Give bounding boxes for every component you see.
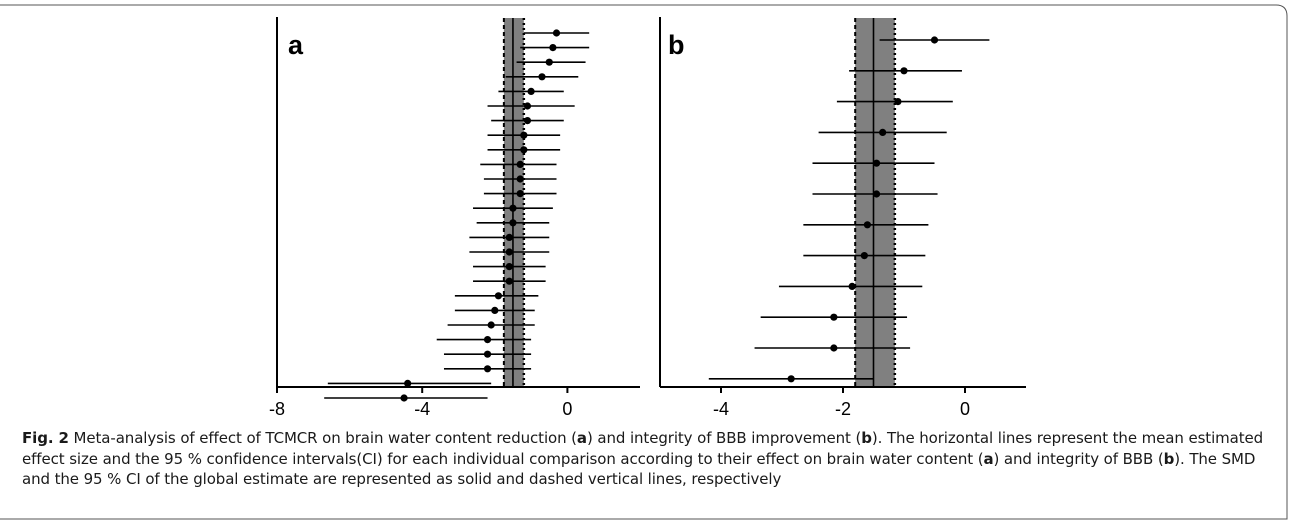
study-point bbox=[516, 160, 524, 168]
study-point bbox=[787, 375, 795, 383]
study-point bbox=[491, 306, 499, 314]
study-point bbox=[523, 117, 532, 125]
x-tick-label: 0 bbox=[562, 399, 572, 419]
study-point bbox=[505, 248, 513, 256]
study-point bbox=[549, 44, 557, 52]
study-point bbox=[483, 365, 492, 373]
study-point bbox=[900, 67, 908, 75]
study-point bbox=[830, 344, 838, 352]
study-point bbox=[523, 102, 532, 110]
caption-text-4: ) and integrity of BBB ( bbox=[993, 449, 1164, 468]
study-point bbox=[520, 146, 528, 154]
study-point bbox=[552, 29, 561, 37]
study-point bbox=[509, 219, 517, 227]
study-point bbox=[505, 263, 513, 271]
caption-ref-a2: a bbox=[983, 449, 994, 468]
study-point bbox=[879, 128, 887, 136]
study-point bbox=[520, 131, 528, 139]
study-point bbox=[894, 98, 902, 106]
caption-ref-a1: a bbox=[576, 429, 587, 447]
study-point bbox=[487, 321, 495, 329]
global-ci-band bbox=[855, 18, 895, 387]
study-point bbox=[509, 204, 517, 212]
study-point bbox=[930, 36, 939, 44]
panel-label: b bbox=[668, 30, 685, 60]
caption-text-1: Meta-analysis of effect of TCMCR on brai… bbox=[68, 429, 577, 447]
study-point bbox=[860, 252, 868, 260]
study-point bbox=[545, 58, 553, 66]
panel-b: -4 -2 0 b bbox=[659, 17, 1026, 419]
figure-border bbox=[0, 4, 1288, 520]
study-point bbox=[494, 292, 503, 300]
caption-text-2: ) and integrity of BBB improvement ( bbox=[586, 429, 862, 447]
caption-text-5: ). The SMD and the 95 % CI of the global… bbox=[22, 449, 1256, 489]
x-tick-label: -8 bbox=[269, 399, 285, 419]
study-point bbox=[516, 190, 524, 198]
study-point bbox=[872, 190, 881, 198]
global-ci-band bbox=[503, 18, 524, 387]
caption-ref-b1: b bbox=[861, 429, 872, 447]
x-tick-label: -2 bbox=[835, 399, 851, 419]
study-point bbox=[863, 221, 872, 229]
study-point bbox=[830, 313, 838, 321]
study-point bbox=[538, 73, 546, 81]
x-tick-label: 0 bbox=[960, 399, 970, 419]
study-point bbox=[483, 336, 492, 344]
caption-text-3: ). The horizontal lines represent the me… bbox=[22, 429, 1264, 468]
study-point bbox=[848, 282, 856, 290]
study-point bbox=[400, 394, 408, 402]
figure-caption: Fig. 2 Meta-analysis of effect of TCMCR … bbox=[22, 428, 1272, 490]
panel-label: a bbox=[288, 30, 304, 60]
study-point bbox=[505, 233, 513, 241]
study-point bbox=[404, 379, 412, 387]
x-tick-label: -4 bbox=[713, 399, 729, 419]
study-point bbox=[872, 159, 881, 167]
study-point bbox=[516, 175, 524, 183]
x-tick-label: -4 bbox=[414, 399, 430, 419]
study-point bbox=[483, 350, 492, 358]
study-point bbox=[527, 87, 535, 95]
study-point bbox=[505, 277, 513, 285]
caption-fig-label: Fig. 2 bbox=[22, 429, 69, 447]
panel-a: -8 -4 0 a bbox=[269, 17, 640, 419]
caption-ref-b2: b bbox=[1163, 449, 1175, 468]
